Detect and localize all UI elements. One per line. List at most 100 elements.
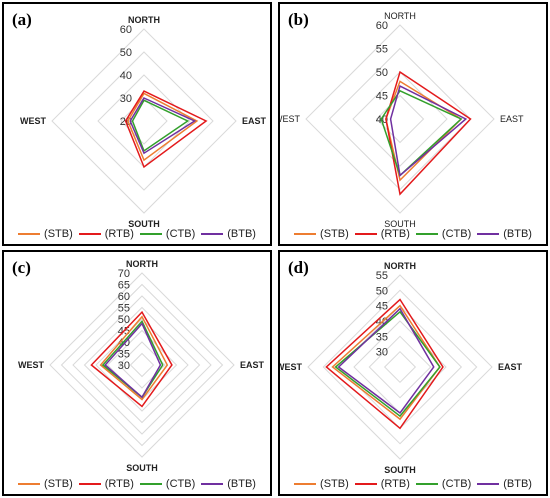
legend-swatch: [78, 483, 101, 485]
grid-ring: [375, 94, 425, 144]
axis-label-north: NORTH: [384, 261, 416, 271]
legend-swatch: [139, 483, 162, 485]
legend-label: (RTB): [380, 228, 410, 240]
legend-label: (CTB): [441, 228, 472, 240]
series-line-btb: [129, 97, 197, 155]
legend-item: (STB): [294, 478, 349, 490]
grid-ring: [74, 51, 214, 191]
tick-label: 55: [376, 270, 388, 282]
tick-label: 40: [120, 70, 132, 82]
axis-label-east: EAST: [498, 362, 523, 372]
grid-ring: [328, 47, 472, 191]
legend-label: (BTB): [503, 478, 532, 490]
grid-ring: [51, 28, 237, 214]
legend-swatch: [139, 233, 162, 235]
grid-ring: [352, 71, 448, 167]
series-line-stb: [331, 304, 441, 421]
legend-label: (CTB): [165, 478, 196, 490]
legend-swatch: [294, 483, 317, 485]
tick-label: 55: [376, 44, 388, 56]
tick-label: 50: [376, 67, 388, 79]
tick-label: 60: [120, 24, 132, 36]
legend-label: (STB): [44, 478, 73, 490]
panel-label: (d): [288, 258, 309, 277]
grid-ring: [120, 97, 168, 145]
legend-swatch: [78, 233, 101, 235]
legend-swatch: [18, 483, 41, 485]
legend-swatch: [415, 233, 438, 235]
tick-label: 45: [376, 301, 388, 313]
legend-label: (STB): [320, 228, 349, 240]
legend-label: (BTB): [503, 228, 532, 240]
axis-label-east: EAST: [242, 116, 267, 126]
legend-item: (CTB): [415, 228, 472, 240]
axis-label-west: WEST: [280, 362, 303, 372]
legend-swatch: [354, 233, 377, 235]
tick-label: 35: [376, 331, 388, 343]
axis-label-south: SOUTH: [128, 219, 160, 229]
grid-ring: [129, 352, 155, 378]
legend-item: (STB): [18, 478, 73, 490]
legend: (STB) (RTB) (CTB) (BTB): [280, 478, 546, 490]
series-line-btb: [389, 85, 468, 177]
radar-panel-d: (d) 30 35 40 45 50 55 NORTH EAST SOUTH WEST (STB)…: [278, 250, 548, 496]
radar-panel-c: (c) 30 35 40 45 50 55 60 65 70 NORTH EAST SOUTH WEST…: [2, 250, 272, 496]
tick-label: 30: [120, 93, 132, 105]
grid-ring: [307, 274, 493, 460]
grid-ring: [368, 335, 432, 399]
tick-label: 50: [376, 285, 388, 297]
tick-label: 55: [118, 303, 130, 315]
tick-label: 50: [118, 314, 130, 326]
legend-item: (RTB): [354, 478, 410, 490]
legend-label: (STB): [44, 228, 73, 240]
series-line-ctb: [131, 99, 190, 153]
legend-label: (RTB): [104, 228, 134, 240]
tick-label: 70: [118, 268, 130, 280]
legend-label: (RTB): [104, 478, 134, 490]
legend-item: (CTB): [415, 478, 472, 490]
tick-label: 60: [376, 20, 388, 32]
panel-label: (a): [12, 10, 32, 29]
panel-label: (c): [12, 258, 31, 277]
legend-label: (BTB): [227, 478, 256, 490]
series-line-rtb: [124, 90, 208, 169]
tick-label: 65: [118, 280, 130, 292]
axis-label-north: NORTH: [126, 259, 158, 269]
legend: (STB) (RTB) (CTB) (BTB): [4, 478, 270, 490]
tick-label: 45: [376, 91, 388, 103]
series-line-rtb: [385, 70, 472, 196]
legend-swatch: [201, 483, 224, 485]
legend-swatch: [354, 483, 377, 485]
radar-panel-a: (a) 20 30 40 50 60 NORTH EAST SOUTH WEST (STB) (R…: [2, 2, 272, 246]
axis-label-south: SOUTH: [384, 219, 416, 229]
legend: (STB) (RTB) (CTB) (BTB): [280, 228, 546, 240]
legend-item: (RTB): [78, 228, 134, 240]
series-line-rtb: [90, 310, 173, 408]
axis-label-west: WEST: [280, 114, 301, 124]
grid-ring: [83, 306, 201, 424]
grid-ring: [383, 350, 417, 384]
tick-label: 35: [118, 349, 130, 361]
legend-item: (STB): [18, 228, 73, 240]
legend-swatch: [18, 233, 41, 235]
axis-label-west: WEST: [18, 360, 45, 370]
radar-chart-b: 4045505560NORTHEASTSOUTHWEST: [280, 11, 524, 229]
axis-label-north: NORTH: [128, 15, 160, 25]
legend-swatch: [477, 233, 500, 235]
legend-label: (CTB): [441, 478, 472, 490]
axis-label-south: SOUTH: [126, 463, 158, 473]
legend-swatch: [415, 483, 438, 485]
radar-panel-b: (b) 4045505560NORTHEASTSOUTHWEST (STB)(R…: [278, 2, 548, 246]
grid-ring: [49, 272, 235, 458]
legend-item: (BTB): [477, 478, 532, 490]
legend-swatch: [477, 483, 500, 485]
tick-label: 30: [376, 347, 388, 359]
series-line-stb: [127, 92, 199, 162]
axis-label-east: EAST: [500, 114, 524, 124]
legend-item: (BTB): [201, 228, 256, 240]
legend-swatch: [201, 233, 224, 235]
grid-ring: [95, 318, 189, 412]
axis-label-south: SOUTH: [384, 465, 416, 475]
legend: (STB) (RTB) (CTB) (BTB): [4, 228, 270, 240]
